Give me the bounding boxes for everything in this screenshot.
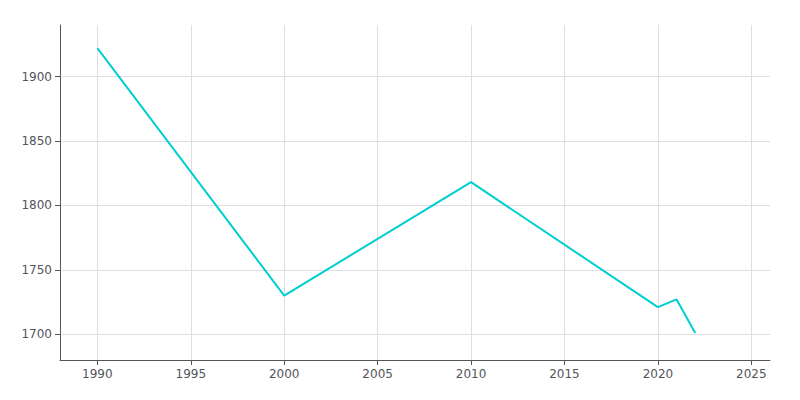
svg-text:2025: 2025 bbox=[736, 367, 767, 381]
svg-text:2015: 2015 bbox=[549, 367, 580, 381]
svg-text:1700: 1700 bbox=[21, 327, 52, 341]
svg-text:2005: 2005 bbox=[362, 367, 393, 381]
svg-text:1990: 1990 bbox=[82, 367, 113, 381]
svg-text:1850: 1850 bbox=[21, 134, 52, 148]
svg-text:1750: 1750 bbox=[21, 263, 52, 277]
svg-text:2000: 2000 bbox=[269, 367, 300, 381]
svg-text:1900: 1900 bbox=[21, 70, 52, 84]
svg-text:2010: 2010 bbox=[456, 367, 487, 381]
svg-text:2020: 2020 bbox=[643, 367, 674, 381]
svg-text:1995: 1995 bbox=[176, 367, 207, 381]
svg-text:1800: 1800 bbox=[21, 198, 52, 212]
